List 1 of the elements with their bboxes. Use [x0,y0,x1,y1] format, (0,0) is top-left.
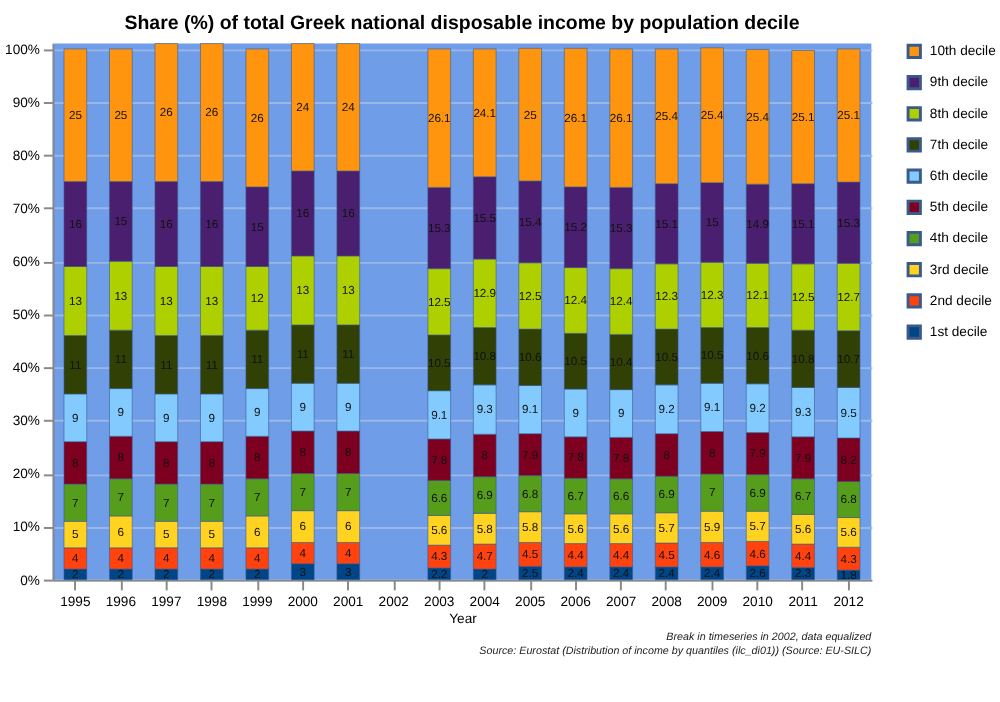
chart-title: Share (%) of total Greek national disposable income by population decile [124,13,801,36]
